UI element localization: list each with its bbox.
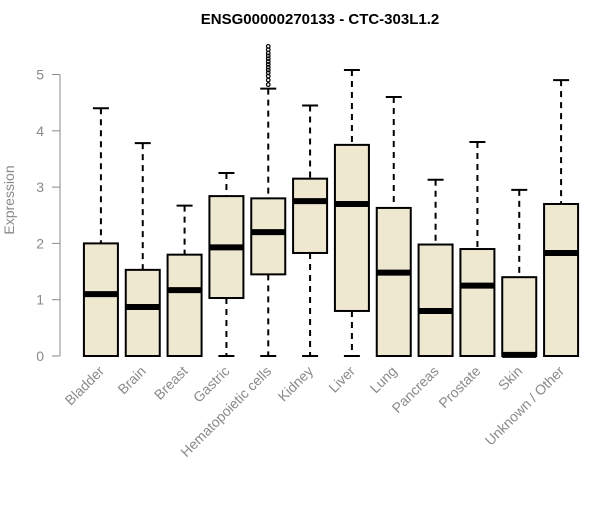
x-category-label: Skin — [495, 363, 526, 394]
outlier-point — [265, 43, 271, 49]
box — [417, 243, 454, 357]
x-category-label: Unknown / Other — [482, 363, 568, 449]
box — [292, 177, 329, 254]
x-category-label: Liver — [325, 363, 358, 396]
box-group — [292, 104, 329, 357]
outlier-point — [265, 70, 271, 76]
x-category-label: Prostate — [435, 363, 483, 411]
y-tick-label: 2 — [36, 235, 44, 251]
box-group — [459, 141, 496, 357]
box — [501, 276, 538, 357]
outlier-point — [265, 53, 271, 59]
outlier-point — [265, 64, 271, 70]
x-category-label: Pancreas — [389, 363, 442, 416]
x-category-label: Breast — [151, 363, 191, 403]
plot-area — [82, 43, 580, 358]
box-group — [501, 188, 538, 358]
box-group — [417, 178, 454, 357]
box — [124, 268, 161, 357]
outlier-point — [265, 56, 271, 62]
y-tick-label: 3 — [36, 179, 44, 195]
box — [375, 206, 412, 357]
outlier-point — [265, 82, 271, 88]
outlier-point — [265, 61, 271, 67]
y-tick-label: 5 — [36, 67, 44, 83]
x-category-label: Lung — [367, 363, 400, 396]
x-category-label: Kidney — [275, 363, 317, 405]
y-tick-label: 0 — [36, 348, 44, 364]
outlier-point — [265, 77, 271, 83]
box-group — [166, 204, 203, 357]
box — [459, 248, 496, 357]
box — [333, 143, 370, 312]
y-axis-label: Expression — [1, 165, 17, 234]
box-group — [543, 79, 580, 357]
box — [82, 242, 119, 357]
y-axis: 0 1 2 3 4 5 — [36, 67, 61, 364]
box-group — [250, 43, 287, 357]
box — [166, 253, 203, 357]
outlier-point — [265, 59, 271, 64]
box-group — [124, 142, 161, 357]
x-category-label: Bladder — [62, 363, 108, 409]
chart-title: ENSG00000270133 - CTC-303L1.2 — [201, 11, 439, 28]
box-group — [82, 107, 119, 357]
y-tick-label: 4 — [36, 123, 44, 139]
outlier-point — [265, 67, 271, 73]
box — [250, 197, 287, 276]
box-group — [333, 68, 370, 357]
x-category-label: Brain — [114, 363, 148, 397]
box — [543, 202, 580, 357]
y-tick-label: 1 — [36, 292, 44, 308]
box-group — [375, 96, 412, 357]
box-group — [208, 172, 245, 357]
